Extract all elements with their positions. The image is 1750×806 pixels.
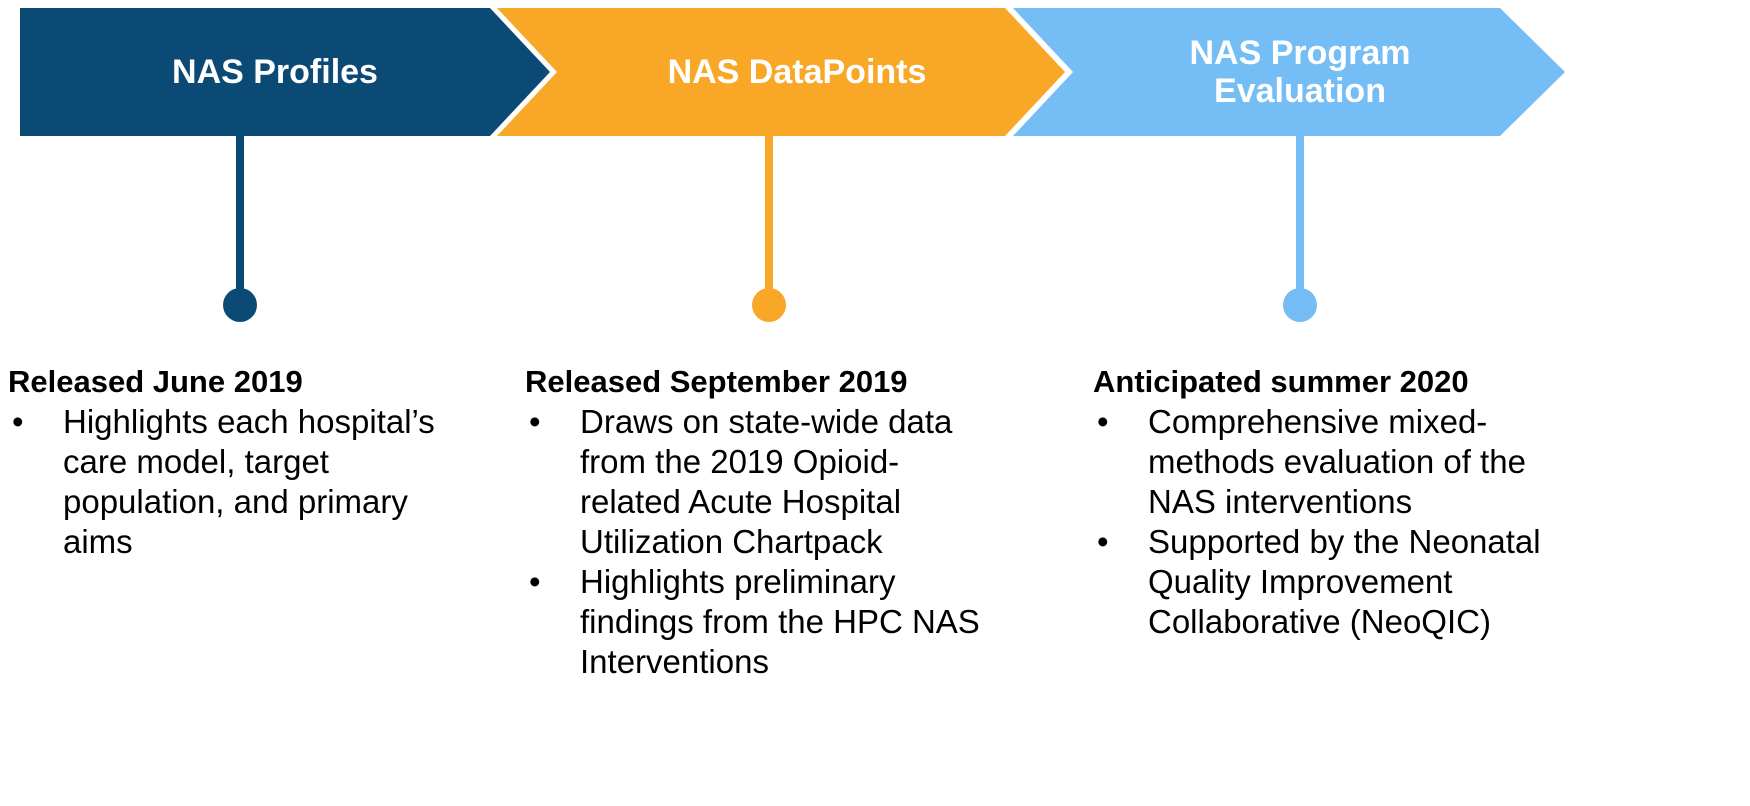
- bullet-list: Draws on state-wide data from the 2019 O…: [525, 402, 985, 682]
- bullet-list: Highlights each hospital’s care model, t…: [8, 402, 448, 562]
- stage-title: NAS Profiles: [172, 53, 378, 91]
- stage-heading: Released June 2019: [8, 364, 303, 399]
- chevron: [497, 8, 1065, 136]
- stage-heading: Anticipated summer 2020: [1093, 364, 1469, 399]
- stage-title: NAS DataPoints: [667, 53, 927, 91]
- stage-details: Released September 2019Draws on state-wi…: [525, 362, 985, 682]
- bullet: Draws on state-wide data from the 2019 O…: [525, 402, 985, 562]
- stage-details: Released June 2019Highlights each hospit…: [8, 362, 448, 562]
- chevron: [20, 8, 550, 136]
- bullet: Supported by the Neonatal Quality Improv…: [1093, 522, 1563, 642]
- milestone-dot: [752, 288, 786, 322]
- milestone-dot: [223, 288, 257, 322]
- bullet: Highlights preliminary findings from the…: [525, 562, 985, 682]
- bullet-list: Comprehensive mixed-methods evaluation o…: [1093, 402, 1563, 642]
- bullet: Highlights each hospital’s care model, t…: [8, 402, 448, 562]
- stage-details: Anticipated summer 2020Comprehensive mix…: [1093, 362, 1563, 642]
- bullet: Comprehensive mixed-methods evaluation o…: [1093, 402, 1563, 522]
- stage-heading: Released September 2019: [525, 364, 908, 399]
- milestone-dot: [1283, 288, 1317, 322]
- stage-title: NAS Program Evaluation: [1189, 34, 1411, 110]
- chevron: [1013, 8, 1565, 136]
